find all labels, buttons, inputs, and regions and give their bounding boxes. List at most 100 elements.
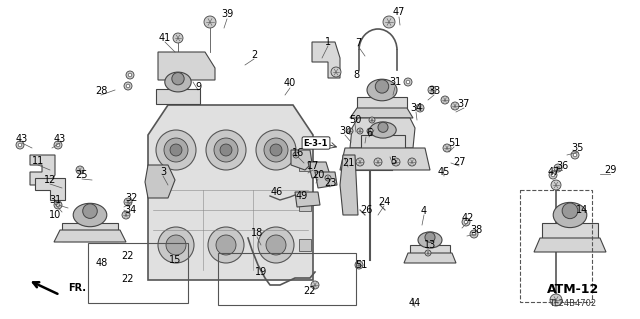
Circle shape [556,166,560,170]
Circle shape [220,144,232,156]
Circle shape [369,117,375,123]
Circle shape [126,84,130,88]
Circle shape [357,128,363,134]
Text: 31: 31 [49,195,61,205]
Polygon shape [35,178,65,200]
Polygon shape [158,52,215,80]
Text: 40: 40 [284,78,296,88]
Bar [88,243,188,303]
Bar [218,253,356,305]
Circle shape [173,33,183,43]
Circle shape [156,130,196,170]
Circle shape [464,220,468,224]
Circle shape [256,130,296,170]
Circle shape [551,180,561,190]
Circle shape [451,102,459,110]
Circle shape [76,166,84,174]
Bar [542,223,598,243]
Text: 20: 20 [312,170,324,180]
Text: 43: 43 [16,134,28,144]
Circle shape [270,144,282,156]
Circle shape [550,294,562,306]
Text: 8: 8 [353,70,359,80]
Circle shape [124,198,132,206]
Text: 10: 10 [49,210,61,220]
Text: ATM-12: ATM-12 [547,283,599,296]
Text: 1: 1 [325,37,331,47]
Text: 22: 22 [122,274,134,284]
Circle shape [571,151,579,159]
Circle shape [355,261,363,269]
Text: 18: 18 [251,228,263,238]
Circle shape [56,203,60,207]
Polygon shape [340,148,430,170]
Bar [62,223,118,241]
Text: 12: 12 [44,175,56,185]
Circle shape [428,86,436,94]
Text: 6: 6 [366,128,372,138]
Circle shape [311,281,319,289]
Text: 2: 2 [251,50,257,60]
Text: 42: 42 [462,213,474,223]
Polygon shape [145,165,175,198]
Circle shape [128,73,132,77]
Circle shape [331,67,341,77]
Text: 35: 35 [572,143,584,153]
Circle shape [54,201,62,209]
Circle shape [204,16,216,28]
Text: 49: 49 [296,191,308,201]
Polygon shape [295,192,320,207]
Polygon shape [308,162,330,178]
Circle shape [378,122,388,132]
Polygon shape [315,172,337,188]
Text: 46: 46 [271,187,283,197]
Ellipse shape [367,79,397,101]
Circle shape [347,128,353,134]
Text: 34: 34 [410,103,422,113]
Text: 47: 47 [393,7,405,17]
Text: 13: 13 [424,240,436,250]
Circle shape [266,235,286,255]
Polygon shape [54,230,126,242]
Text: FR.: FR. [68,283,86,293]
Polygon shape [404,253,456,263]
Polygon shape [350,108,413,118]
Text: 41: 41 [159,33,171,43]
Polygon shape [350,118,415,148]
Circle shape [441,96,449,104]
Circle shape [374,158,382,166]
Circle shape [404,78,412,86]
Circle shape [562,203,578,219]
Text: 27: 27 [452,157,465,167]
Circle shape [392,158,400,166]
Circle shape [124,82,132,90]
Text: 51: 51 [448,138,460,148]
Circle shape [208,227,244,263]
Circle shape [443,144,451,152]
Text: 3: 3 [160,167,166,177]
Circle shape [16,141,24,149]
Polygon shape [534,238,606,252]
Circle shape [406,80,410,84]
Circle shape [367,128,373,134]
Text: 48: 48 [96,258,108,268]
Bar [299,159,311,171]
Polygon shape [340,155,358,215]
Circle shape [206,130,246,170]
Circle shape [166,235,186,255]
Circle shape [83,204,97,219]
Circle shape [551,173,555,177]
Circle shape [408,158,416,166]
Circle shape [126,71,134,79]
Text: TL24B4702: TL24B4702 [549,299,596,308]
Circle shape [216,235,236,255]
Circle shape [122,211,130,219]
Text: 22: 22 [122,251,134,261]
Circle shape [170,144,182,156]
Text: 31: 31 [389,77,401,87]
Circle shape [462,218,470,226]
Text: 32: 32 [126,193,138,203]
Polygon shape [148,105,313,280]
Text: 38: 38 [470,225,482,235]
Text: 28: 28 [95,86,107,96]
